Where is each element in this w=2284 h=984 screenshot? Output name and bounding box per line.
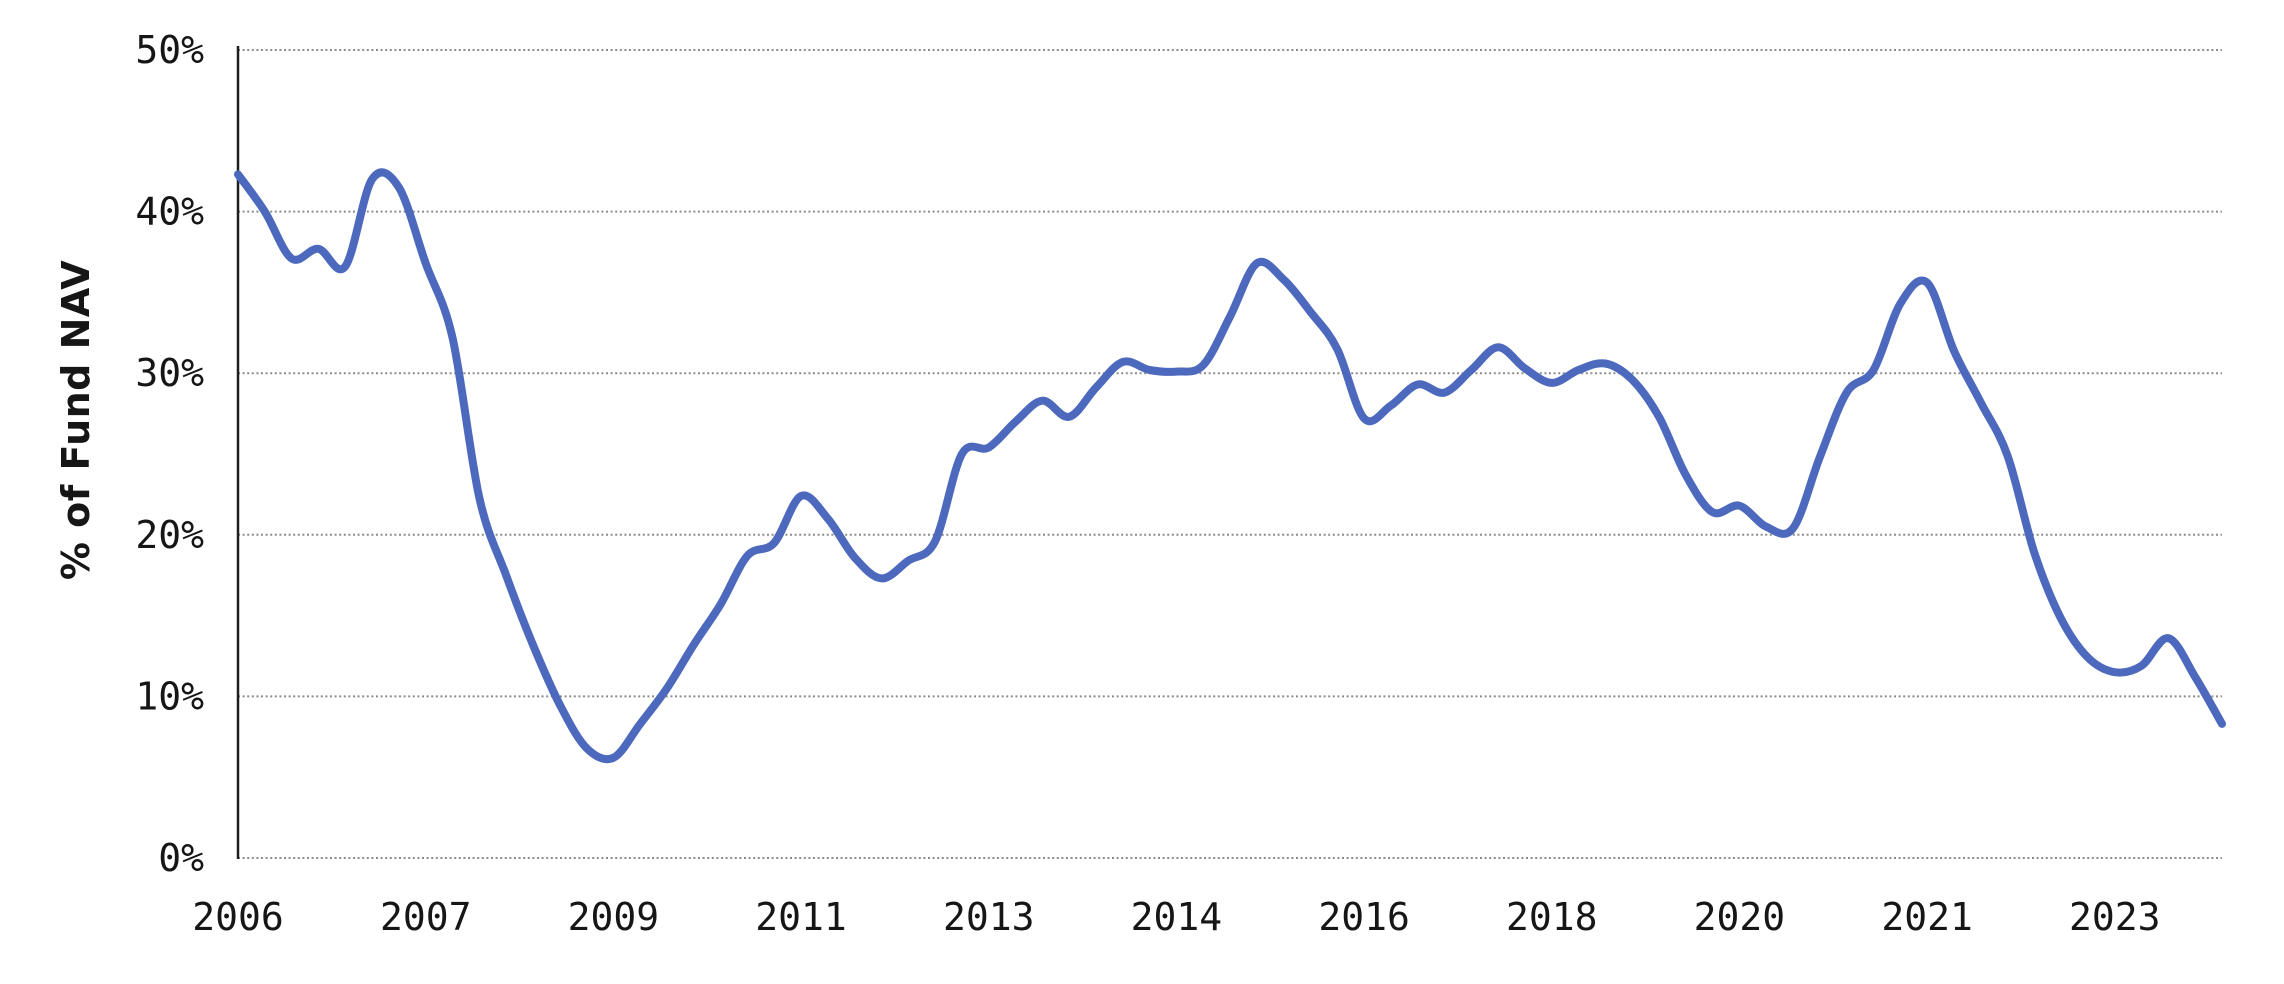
x-tick-label-2023: 2023 — [2069, 895, 2161, 939]
x-tick-label-2011: 2011 — [755, 895, 847, 939]
x-tick-label-2018: 2018 — [1506, 895, 1598, 939]
x-tick-label-2013: 2013 — [943, 895, 1035, 939]
y-axis-title: % of Fund NAV — [54, 259, 98, 581]
y-tick-label-10%: 10% — [135, 674, 204, 718]
x-tick-label-2016: 2016 — [1318, 895, 1410, 939]
y-tick-label-30%: 30% — [135, 351, 204, 395]
x-tick-label-2020: 2020 — [1694, 895, 1786, 939]
x-tick-label-2007: 2007 — [380, 895, 472, 939]
y-tick-label-20%: 20% — [135, 513, 204, 557]
x-tick-label-2014: 2014 — [1131, 895, 1223, 939]
x-tick-label-2009: 2009 — [568, 895, 660, 939]
y-tick-label-0%: 0% — [158, 836, 204, 880]
nav-series-line — [234, 168, 2226, 764]
y-tick-label-40%: 40% — [135, 190, 204, 234]
y-tick-label-50%: 50% — [135, 28, 204, 72]
x-tick-label-2006: 2006 — [192, 895, 284, 939]
x-tick-label-2021: 2021 — [1881, 895, 1973, 939]
